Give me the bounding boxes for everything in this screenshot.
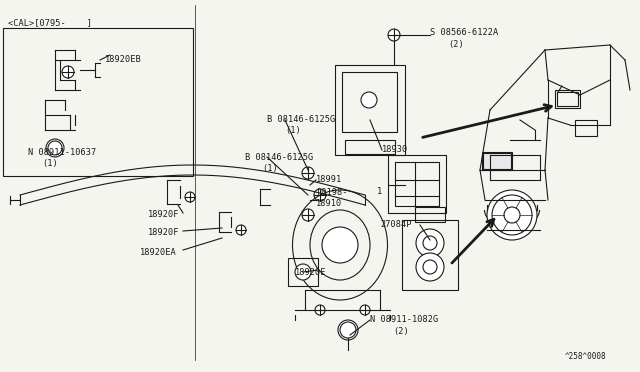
- Text: B 08146-6125G: B 08146-6125G: [245, 153, 313, 162]
- Circle shape: [416, 253, 444, 281]
- Bar: [388, 155, 446, 213]
- Circle shape: [388, 29, 400, 41]
- Text: 18930: 18930: [382, 145, 408, 154]
- Text: 1: 1: [377, 187, 382, 196]
- Circle shape: [502, 200, 522, 220]
- Text: 18920E: 18920E: [295, 268, 326, 277]
- Text: (2): (2): [393, 327, 409, 336]
- Text: <CAL>[0795-    ]: <CAL>[0795- ]: [8, 18, 92, 27]
- Bar: [483, 153, 511, 169]
- Text: B 08146-6125G: B 08146-6125G: [267, 115, 335, 124]
- Bar: [288, 258, 318, 286]
- Text: 27084P: 27084P: [380, 220, 412, 229]
- Circle shape: [314, 189, 326, 201]
- Circle shape: [504, 207, 520, 223]
- Text: 18920F: 18920F: [148, 210, 179, 219]
- Circle shape: [322, 227, 358, 263]
- Text: (1): (1): [42, 159, 58, 168]
- Text: (1): (1): [285, 126, 301, 135]
- Bar: [555, 90, 580, 108]
- Text: ^258^0008: ^258^0008: [565, 352, 607, 361]
- Circle shape: [62, 66, 74, 78]
- Bar: [402, 220, 458, 290]
- Circle shape: [361, 92, 377, 108]
- Circle shape: [185, 192, 195, 202]
- Text: N 08911-1082G: N 08911-1082G: [370, 315, 438, 324]
- Bar: [342, 72, 397, 132]
- Bar: [345, 140, 395, 154]
- Text: 18910: 18910: [316, 199, 342, 208]
- Circle shape: [302, 167, 314, 179]
- Bar: [557, 92, 578, 106]
- Circle shape: [360, 305, 370, 315]
- Bar: [575, 120, 597, 136]
- Bar: [415, 207, 445, 222]
- Text: S 08566-6122A: S 08566-6122A: [430, 28, 499, 37]
- Bar: [3, 28, 193, 176]
- Text: 18920F: 18920F: [148, 228, 179, 237]
- Text: 18991: 18991: [316, 175, 342, 184]
- Text: N 08911-10637: N 08911-10637: [28, 148, 96, 157]
- Bar: [335, 65, 405, 155]
- Circle shape: [46, 139, 64, 157]
- Circle shape: [338, 320, 358, 340]
- Circle shape: [236, 225, 246, 235]
- Text: [0198-: [0198-: [316, 187, 348, 196]
- Circle shape: [487, 190, 537, 240]
- Circle shape: [295, 264, 311, 280]
- Circle shape: [302, 209, 314, 221]
- Circle shape: [416, 229, 444, 257]
- Bar: [395, 162, 439, 206]
- Text: 18920EB: 18920EB: [105, 55, 141, 64]
- Text: (2): (2): [448, 40, 464, 49]
- Circle shape: [315, 305, 325, 315]
- Bar: [482, 152, 512, 170]
- Text: (1): (1): [262, 164, 278, 173]
- Text: 18920EA: 18920EA: [140, 248, 177, 257]
